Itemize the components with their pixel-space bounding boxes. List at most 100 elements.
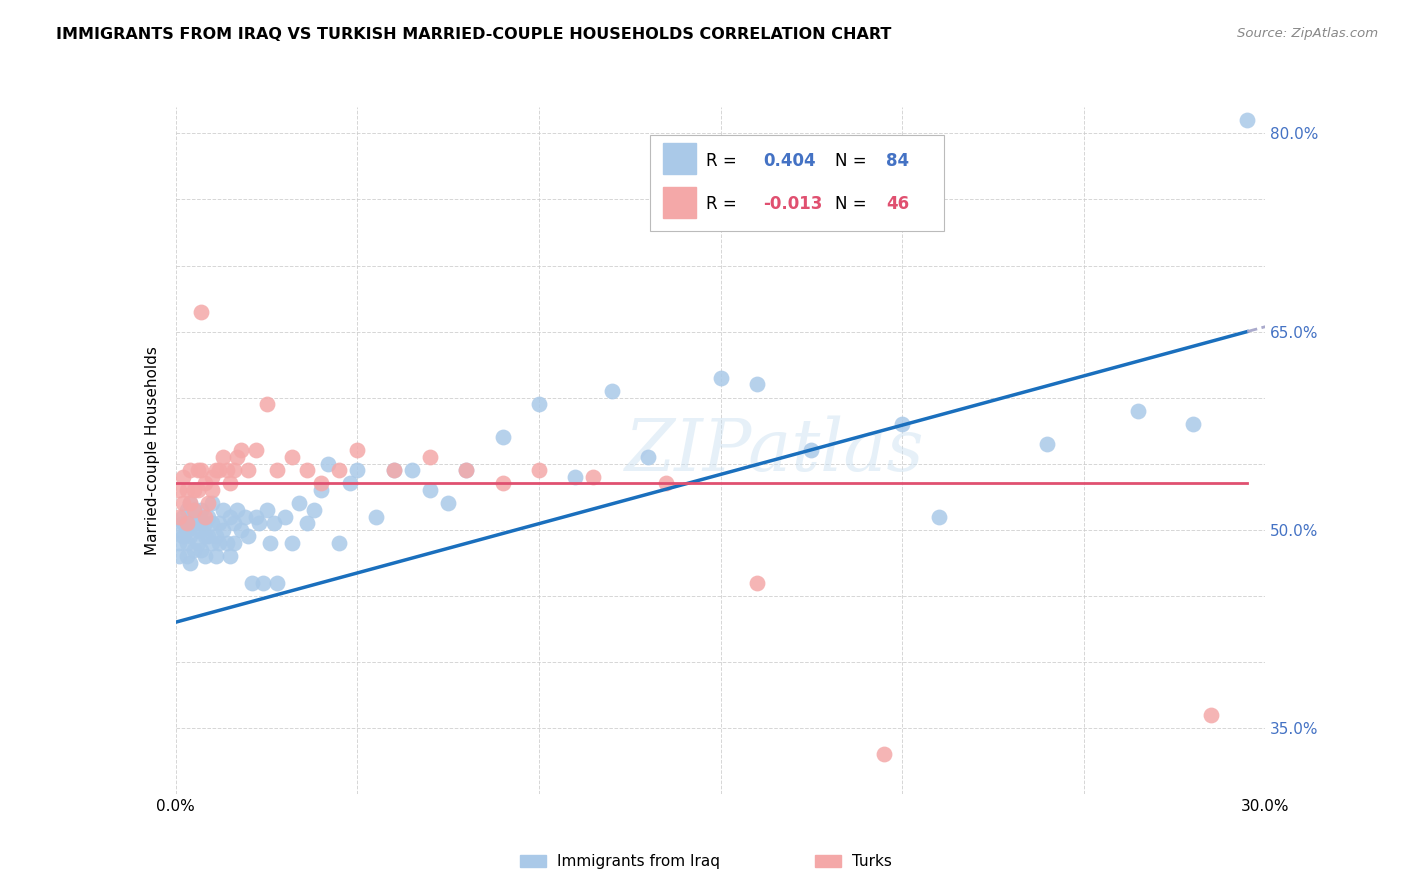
Point — [212, 523, 235, 537]
Point — [172, 516, 194, 530]
Point — [339, 476, 361, 491]
Point — [190, 463, 212, 477]
Bar — [520, 855, 546, 867]
Point — [1181, 417, 1204, 431]
Point — [247, 516, 270, 530]
Point — [1199, 707, 1222, 722]
Point — [201, 470, 224, 484]
Point — [190, 523, 212, 537]
Point — [186, 483, 209, 497]
Point — [263, 516, 285, 530]
Point — [288, 496, 311, 510]
Point — [1128, 404, 1150, 418]
Point — [328, 463, 350, 477]
Point — [169, 509, 191, 524]
Point — [238, 463, 260, 477]
Point — [219, 549, 242, 563]
Point — [208, 463, 231, 477]
Point — [266, 575, 288, 590]
Bar — [662, 144, 696, 174]
Point — [295, 516, 318, 530]
Point — [256, 503, 278, 517]
Point — [309, 476, 332, 491]
Point — [328, 536, 350, 550]
Point — [169, 483, 191, 497]
Point — [172, 496, 194, 510]
Point — [194, 529, 217, 543]
Point — [186, 509, 209, 524]
Point — [197, 496, 219, 510]
Point — [346, 463, 368, 477]
Point — [710, 371, 733, 385]
Point — [437, 496, 460, 510]
Point — [419, 483, 441, 497]
Bar — [662, 186, 696, 218]
Point — [295, 463, 318, 477]
Text: Turks: Turks — [852, 854, 891, 869]
Point — [190, 503, 212, 517]
Point — [582, 470, 605, 484]
Point — [456, 463, 478, 477]
Point — [183, 542, 205, 557]
Point — [183, 503, 205, 517]
Point — [169, 536, 191, 550]
FancyBboxPatch shape — [650, 135, 943, 231]
Point — [212, 450, 235, 464]
Point — [197, 529, 219, 543]
Point — [245, 509, 267, 524]
Point — [197, 509, 219, 524]
Point — [176, 523, 198, 537]
Point — [179, 529, 201, 543]
Text: ZIPatlas: ZIPatlas — [626, 415, 925, 486]
Text: 84: 84 — [886, 152, 910, 169]
Point — [179, 556, 201, 570]
Point — [190, 305, 212, 319]
Point — [194, 476, 217, 491]
Text: R =: R = — [706, 195, 742, 213]
Point — [219, 509, 242, 524]
Point — [186, 536, 209, 550]
Point — [600, 384, 623, 398]
Point — [281, 450, 304, 464]
Point — [364, 509, 387, 524]
Point — [233, 509, 256, 524]
Y-axis label: Married-couple Households: Married-couple Households — [145, 346, 160, 555]
Point — [204, 549, 226, 563]
Point — [222, 536, 245, 550]
Point — [176, 536, 198, 550]
Point — [346, 443, 368, 458]
Point — [259, 536, 281, 550]
Text: Source: ZipAtlas.com: Source: ZipAtlas.com — [1237, 27, 1378, 40]
Point — [179, 496, 201, 510]
Point — [382, 463, 405, 477]
Point — [183, 516, 205, 530]
Point — [204, 463, 226, 477]
Point — [245, 443, 267, 458]
Point — [492, 430, 515, 444]
Bar — [815, 855, 841, 867]
Point — [318, 457, 340, 471]
Point — [492, 476, 515, 491]
Point — [208, 536, 231, 550]
Point — [176, 503, 198, 517]
Point — [231, 523, 253, 537]
Point — [172, 529, 194, 543]
Text: 46: 46 — [886, 195, 910, 213]
Point — [226, 503, 249, 517]
Point — [309, 483, 332, 497]
Point — [256, 397, 278, 411]
Point — [419, 450, 441, 464]
Point — [266, 463, 288, 477]
Point — [186, 523, 209, 537]
Text: N =: N = — [835, 195, 872, 213]
Point — [176, 516, 198, 530]
Point — [204, 529, 226, 543]
Point — [172, 509, 194, 524]
Point — [179, 496, 201, 510]
Point — [169, 549, 191, 563]
Point — [183, 483, 205, 497]
Point — [222, 463, 245, 477]
Text: 0.404: 0.404 — [763, 152, 815, 169]
Point — [219, 476, 242, 491]
Point — [201, 496, 224, 510]
